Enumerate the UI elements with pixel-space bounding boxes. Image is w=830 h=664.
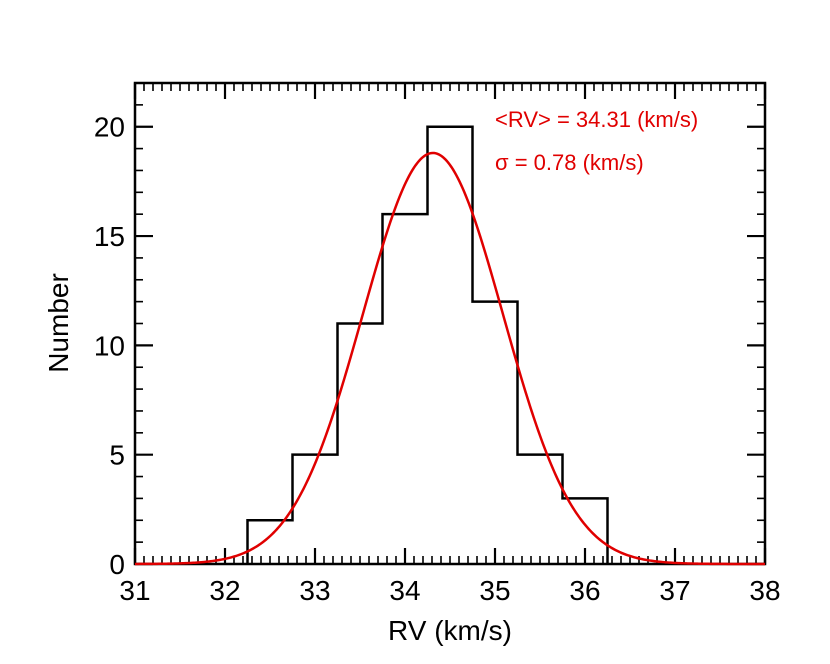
x-tick-label: 33 — [299, 575, 330, 606]
mean-annotation: <RV> = 34.31 (km/s) — [495, 107, 698, 132]
y-tick-label: 15 — [94, 221, 125, 252]
x-axis-label: RV (km/s) — [388, 615, 512, 646]
histogram-bar — [293, 455, 338, 564]
x-tick-label: 37 — [659, 575, 690, 606]
y-tick-label: 10 — [94, 330, 125, 361]
y-tick-label: 0 — [109, 549, 125, 580]
y-tick-label: 5 — [109, 440, 125, 471]
gaussian-fit-curve — [134, 151, 765, 566]
minor-ticks — [135, 82, 765, 564]
histogram-step-line — [246, 125, 609, 564]
plot-frame — [133, 81, 767, 566]
histogram-bar — [383, 214, 428, 564]
x-tick-label: 34 — [389, 575, 420, 606]
histogram-bar — [428, 127, 473, 564]
x-tick-label: 35 — [479, 575, 510, 606]
x-tick-label: 36 — [569, 575, 600, 606]
major-ticks — [133, 83, 767, 566]
y-tick-labels: 0 5 10 15 20 — [94, 112, 125, 580]
x-tick-label: 31 — [119, 575, 150, 606]
x-tick-label: 32 — [209, 575, 240, 606]
y-axis-label: Number — [43, 273, 74, 373]
x-tick-labels: 31 32 33 34 35 36 37 38 — [119, 575, 780, 606]
y-tick-label: 20 — [94, 112, 125, 143]
sigma-annotation: σ = 0.78 (km/s) — [495, 150, 644, 175]
histogram-bar — [338, 324, 383, 565]
histogram-bar — [518, 455, 563, 564]
x-tick-label: 38 — [749, 575, 780, 606]
